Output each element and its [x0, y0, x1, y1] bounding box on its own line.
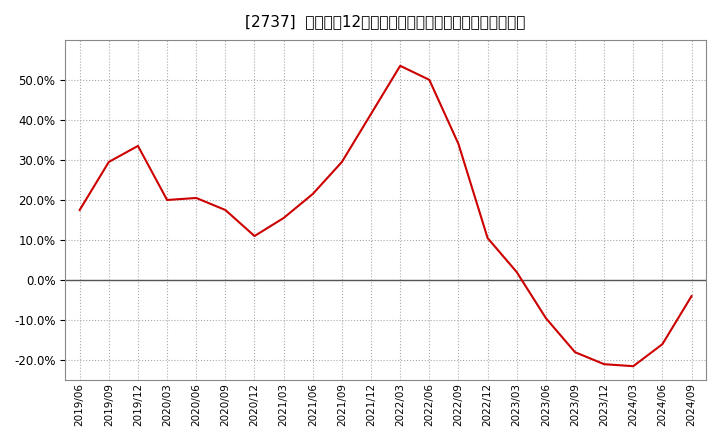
Title: [2737]  売上高の12か月移動合計の対前年同期増減率の推移: [2737] 売上高の12か月移動合計の対前年同期増減率の推移: [246, 14, 526, 29]
